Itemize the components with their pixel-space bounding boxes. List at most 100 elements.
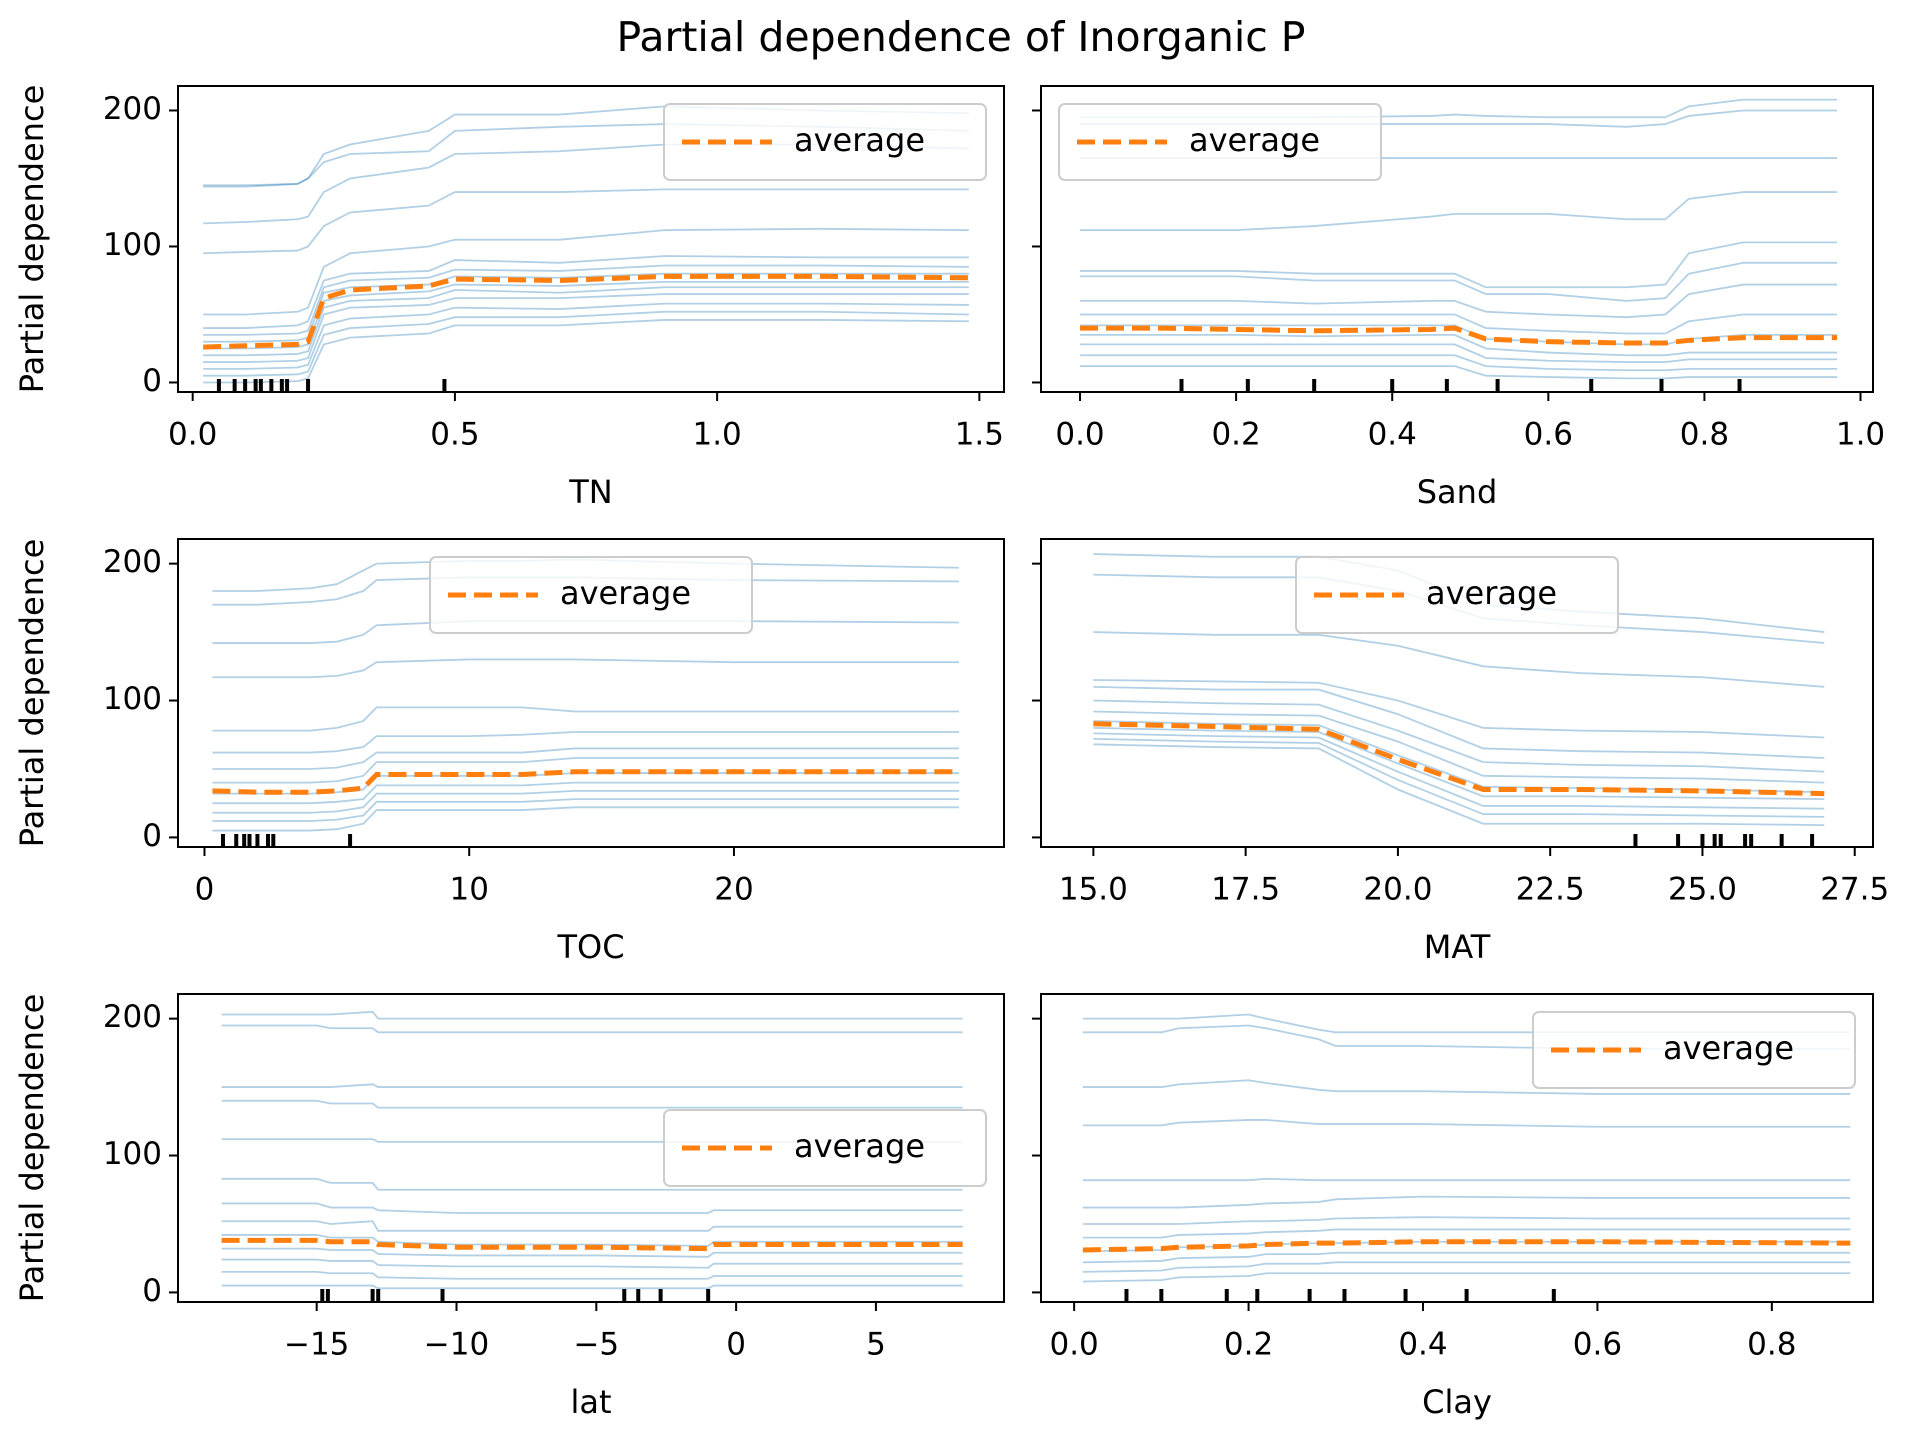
ice-line — [221, 1083, 963, 1088]
x-tick-label: 20.0 — [1363, 872, 1432, 908]
ice-line — [1080, 365, 1838, 380]
ice-line — [221, 1202, 963, 1214]
ice-line — [221, 1099, 963, 1109]
ice-line — [212, 658, 959, 679]
average-line — [221, 1237, 963, 1252]
ice-line — [203, 227, 969, 316]
axes-frame — [177, 85, 1005, 393]
ice-line — [1082, 1013, 1851, 1034]
subplot: 0 100 200 0 10 20 TOC Partial dependence average — [13, 538, 1005, 966]
ice-line — [1082, 1177, 1851, 1182]
y-tick-label: 200 — [103, 999, 162, 1035]
ice-line — [1082, 1272, 1851, 1283]
legend: average — [429, 556, 753, 634]
legend-box — [1295, 556, 1619, 634]
x-axis-label: Clay — [1422, 1383, 1492, 1421]
x-tick-label: 0.0 — [1055, 417, 1104, 453]
ice-line — [1080, 333, 1838, 357]
legend-label: average — [794, 121, 925, 159]
x-tick-label: −5 — [573, 1327, 619, 1363]
x-tick-label: 0.4 — [1368, 417, 1417, 453]
average-line — [1082, 1239, 1851, 1253]
x-tick-label: −10 — [424, 1327, 489, 1363]
x-tick-label: 15.0 — [1059, 872, 1128, 908]
ice-line — [203, 264, 969, 336]
ice-line — [221, 1234, 963, 1247]
x-tick-label: 0.4 — [1398, 1327, 1447, 1363]
subplot: 0.0 0.2 0.4 0.6 0.8 1.0 Sand average — [1032, 85, 1885, 511]
y-axis-label: Partial dependence — [13, 994, 51, 1303]
x-tick-label: 17.5 — [1211, 872, 1280, 908]
legend-box — [429, 556, 753, 634]
ice-line — [203, 188, 969, 255]
x-axis-label: TN — [568, 473, 612, 511]
subplot: 0 100 200 0.0 0.5 1.0 1.5 TN Partial dependence a… — [13, 85, 1005, 511]
average-line — [203, 273, 969, 350]
ice-line — [203, 302, 969, 370]
ice-line — [1093, 685, 1825, 759]
ice-line — [221, 1177, 963, 1191]
ice-line — [212, 747, 959, 770]
ice-line — [1082, 1024, 1851, 1050]
x-tick-label: 5 — [866, 1327, 886, 1363]
x-tick-label: 0.2 — [1211, 417, 1260, 453]
y-tick-label: 100 — [103, 681, 162, 717]
ice-line — [203, 280, 969, 350]
legend-box — [1532, 1011, 1856, 1089]
x-tick-label: 27.5 — [1820, 872, 1889, 908]
legend: average — [1058, 103, 1382, 181]
ice-line — [212, 757, 959, 784]
x-tick-label: 25.0 — [1668, 872, 1737, 908]
ice-line — [1093, 743, 1825, 826]
ice-line — [212, 798, 959, 822]
x-tick-label: −15 — [284, 1327, 349, 1363]
ice-line — [1082, 1216, 1851, 1225]
ice-line — [221, 1284, 963, 1290]
x-axis-label: lat — [570, 1383, 611, 1421]
x-tick-label: 0.2 — [1224, 1327, 1273, 1363]
ice-line — [221, 1258, 963, 1269]
axes-frame — [1040, 85, 1874, 393]
ice-line — [1093, 699, 1825, 773]
x-tick-label: 0.8 — [1747, 1327, 1796, 1363]
subplot: 15.0 17.5 20.0 22.5 25.0 27.5 MAT average — [1032, 538, 1889, 966]
x-tick-label: 0.8 — [1680, 417, 1729, 453]
ice-line — [1093, 679, 1825, 739]
ice-line — [221, 1024, 963, 1034]
ice-line — [1082, 1119, 1851, 1128]
x-tick-label: 20 — [714, 872, 753, 908]
ice-line — [1082, 1195, 1851, 1209]
ice-line — [203, 293, 969, 363]
ice-line — [221, 1247, 963, 1258]
figure-title: Partial dependence of Inorganic P — [616, 13, 1305, 61]
average-line — [1080, 325, 1838, 346]
x-tick-label: 22.5 — [1516, 872, 1585, 908]
ice-line — [221, 1220, 963, 1232]
x-axis-label: Sand — [1417, 473, 1498, 511]
x-tick-label: 1.0 — [1836, 417, 1885, 453]
x-tick-label: 1.5 — [955, 417, 1004, 453]
y-tick-label: 0 — [142, 363, 162, 399]
subplot: 0 100 200 −15 −10 −5 0 5 lat Partial dependence av… — [13, 993, 1005, 1421]
ice-line — [221, 1010, 963, 1020]
y-axis-label: Partial dependence — [13, 85, 51, 394]
x-tick-label: 0.6 — [1524, 417, 1573, 453]
ice-line — [212, 706, 959, 732]
ice-line — [1080, 283, 1838, 319]
y-tick-label: 100 — [103, 1136, 162, 1172]
ice-line — [1093, 737, 1825, 818]
ice-line — [1082, 1261, 1851, 1273]
legend: average — [1295, 556, 1619, 634]
ice-line — [1080, 354, 1838, 372]
ice-line — [1082, 1228, 1851, 1239]
y-tick-label: 0 — [142, 1273, 162, 1309]
ice-line — [1080, 343, 1838, 363]
axes-frame — [1040, 993, 1874, 1303]
x-tick-label: 0.5 — [430, 417, 479, 453]
ice-line — [1082, 1079, 1851, 1095]
ice-line — [212, 789, 959, 814]
x-tick-label: 0 — [195, 872, 215, 908]
x-tick-label: 0.0 — [1049, 1327, 1098, 1363]
y-tick-label: 0 — [142, 818, 162, 854]
